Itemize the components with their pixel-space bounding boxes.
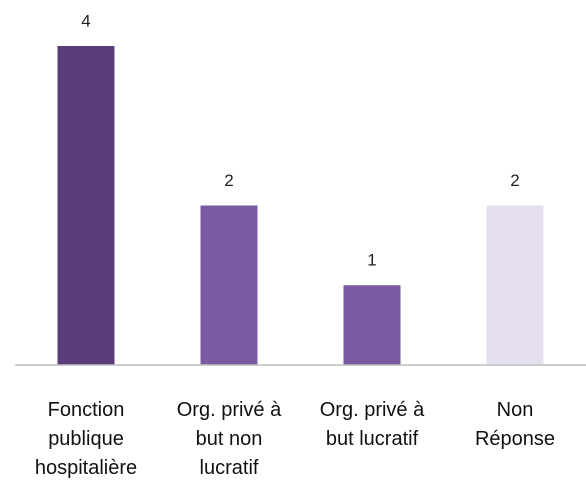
x-tick-label: Org. privé à but lucratif xyxy=(319,399,425,450)
bar xyxy=(57,46,115,365)
x-tick-label: Non Réponse xyxy=(474,399,556,450)
value-label: 4 xyxy=(81,11,90,30)
x-tick-label: Fonction publique hospitalière xyxy=(34,399,138,479)
x-tick-label: Org. privé à but non lucratif xyxy=(176,399,282,479)
value-label: 2 xyxy=(224,171,233,190)
value-label: 2 xyxy=(510,171,519,190)
bar xyxy=(200,205,258,365)
value-label: 1 xyxy=(367,251,376,270)
bar xyxy=(486,205,544,365)
bar xyxy=(343,285,401,365)
